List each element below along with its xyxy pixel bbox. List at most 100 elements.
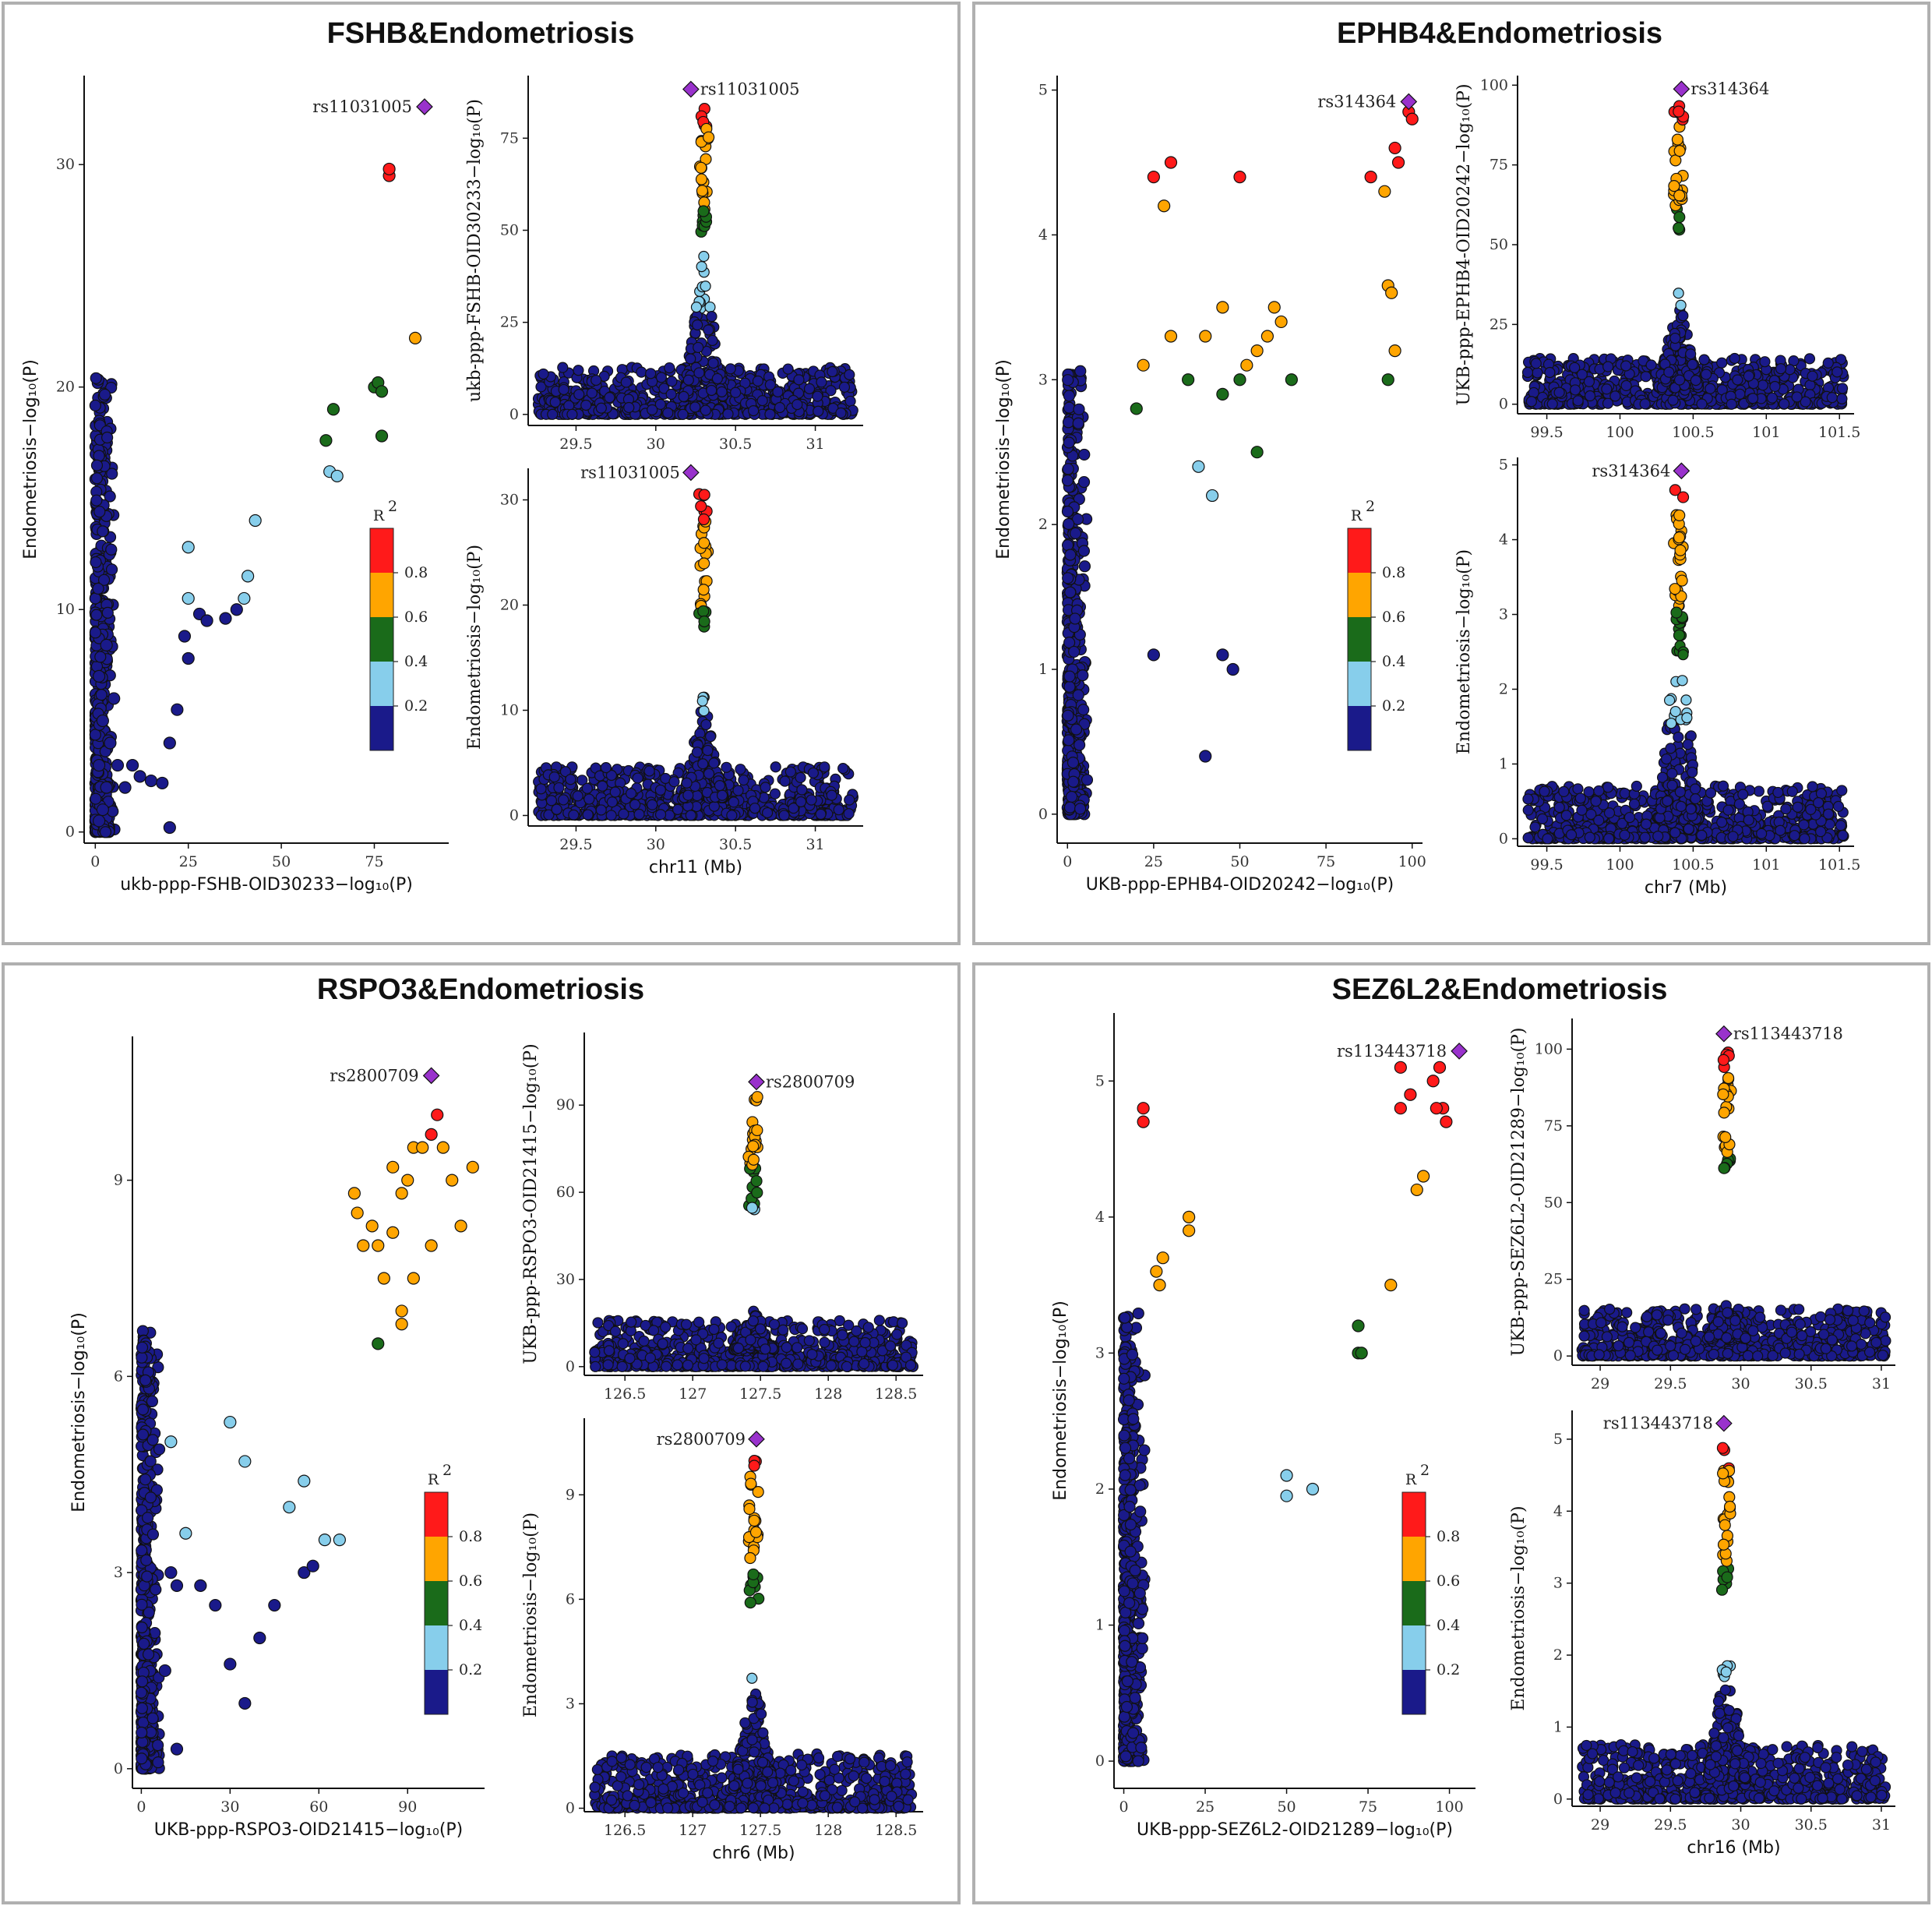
ephb4-scatter-point [1388,344,1401,358]
ephb4-scatter-point [1385,286,1398,299]
ephb4-scatter-x-tick-label: 50 [1230,853,1249,870]
fshb-bottom-point [795,771,806,784]
ephb4-scatter-point [1069,612,1081,625]
ephb4-top-y-tick-label: 25 [1490,316,1508,333]
fshb-scatter-point [94,651,107,663]
fshb-top-point [703,324,714,336]
fshb-scatter-point [104,490,116,503]
ephb4-top-y-tick-label: 0 [1499,396,1508,413]
ephb4-bottom-point [1558,785,1570,798]
ephb4-bottom-point [1722,804,1734,816]
ephb4-bottom-point [1572,783,1584,795]
fshb-bottom-point [691,747,703,758]
fshb-top-point [816,376,827,388]
fshb-r2-legend: R20.80.60.40.2 [369,498,428,751]
ephb4-scatter-point [1274,315,1288,329]
fshb-top-locus-plot: 29.5 30 30.5 310255075ukb-ppp-FSHB-OID30233… [465,76,863,453]
fshb-legend-tick-label: 0.6 [404,609,428,626]
ephb4-legend-title: R [1351,507,1363,524]
ephb4-top-x-tick-label: 101.5 [1818,424,1860,441]
rspo3-scatter-point [152,1739,164,1752]
fshb-scatter-point [375,429,389,443]
ephb4-top-point [1779,398,1790,410]
rspo3-scatter-point [139,1474,152,1486]
fshb-top-point [782,363,794,375]
panel-ephb4: 0 25 50 75 100012345UKB-ppp-EPHB4-OID20242−l… [994,76,1860,898]
fshb-bottom-point [698,705,710,717]
ephb4-bottom-y-tick-label: 3 [1499,606,1508,623]
fshb-scatter-point [330,469,344,483]
fshb-legend-swatch [370,706,393,750]
ephb4-scatter-point [1063,517,1075,531]
fshb-top-x-tick-label: 31 [806,436,824,453]
ephb4-bottom-point [1780,803,1792,815]
ephb4-bottom-point [1662,795,1673,807]
fshb-scatter-point [133,770,146,783]
ephb4-legend-tick-label: 0.6 [1382,609,1405,626]
fshb-bottom-point [735,764,746,775]
fshb-scatter-point [182,651,195,665]
fshb-bottom-point [796,784,808,796]
ephb4-scatter-point [1199,750,1212,763]
ephb4-bottom-point [1574,792,1586,804]
ephb4-scatter-point [1285,373,1298,386]
fshb-bottom-point [732,785,744,796]
ephb4-scatter-point [1062,416,1075,429]
ephb4-top-point [1700,369,1712,380]
panel-fshb: 0 25 50 750102030ukb-ppp-FSHB-OID30233−log₁… [21,76,863,895]
ephb4-top-point [1667,394,1679,406]
ephb4-scatter-lead-label: rs314364 [1317,92,1396,111]
fshb-bottom-point [672,803,684,815]
ephb4-legend-swatch [1348,617,1371,662]
ephb4-scatter-point [1070,723,1083,736]
ephb4-bottom-y-axis-label: Endometriosis−log₁₀(P) [1454,549,1474,754]
fshb-top-y-tick-label: 50 [500,222,519,239]
fshb-bottom-point [583,793,595,805]
ephb4-top-point [1729,352,1740,365]
fshb-bottom-point [697,584,710,596]
fshb-top-point [756,395,768,407]
ephb4-scatter-point [1064,586,1077,598]
fshb-top-point [692,319,703,331]
fshb-top-point [748,404,760,417]
ephb4-scatter-point [1064,549,1077,561]
fshb-top-point [698,250,710,263]
fshb-top-point [591,374,602,386]
fshb-top-point [764,408,776,420]
fshb-top-point [538,368,549,380]
ephb4-bottom-point [1786,785,1798,797]
ephb4-bottom-point [1602,782,1614,793]
fshb-bottom-point [600,762,612,774]
ephb4-bottom-point [1836,785,1848,796]
ephb4-top-point [1677,310,1689,322]
ephb4-bottom-point [1716,817,1728,828]
fshb-bottom-point [702,744,714,757]
fshb-scatter-point [90,472,104,485]
fshb-top-point [844,395,856,408]
fshb-scatter-point [89,627,102,639]
ephb4-scatter-y-tick-label: 4 [1038,226,1048,243]
fshb-bottom-point [728,796,739,808]
ephb4-scatter-y-tick-label: 3 [1038,371,1048,388]
fshb-top-point [704,301,716,313]
ephb4-top-point [1766,392,1778,404]
fshb-top-point [813,405,824,417]
fshb-bottom-point [819,761,830,773]
fshb-bottom-point [697,513,710,526]
fshb-scatter-point [90,792,102,805]
fshb-top-point [580,399,592,411]
ephb4-bottom-point [1675,800,1687,812]
fshb-bottom-point [770,761,781,773]
fshb-top-point [547,408,559,420]
ephb4-bottom-point [1673,731,1684,743]
ephb4-scatter-point [1233,170,1246,184]
ephb4-scatter-point [1062,572,1074,584]
fshb-top-point [707,357,719,369]
fshb-scatter-point [90,372,102,384]
ephb4-scatter-point [1074,803,1087,815]
fshb-scatter-point [89,592,101,605]
ephb4-scatter-point [1130,402,1143,415]
fshb-scatter-point [118,781,132,794]
ephb4-bottom-y-tick-label: 0 [1499,830,1508,847]
